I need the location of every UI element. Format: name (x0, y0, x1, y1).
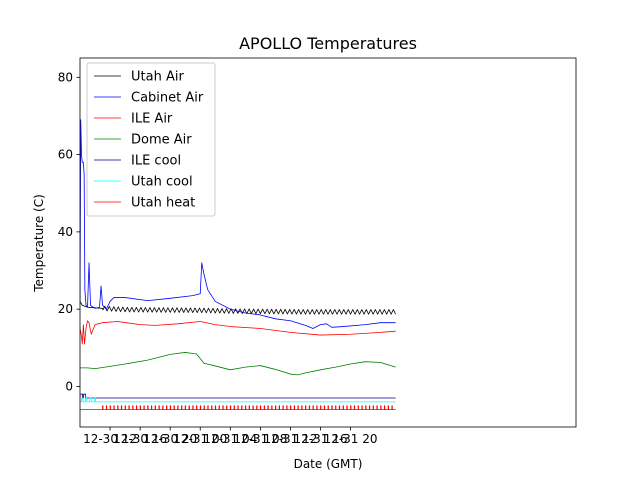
series-line-utah-heat (80, 405, 396, 411)
x-tick-label: 12-30 12 (83, 432, 137, 446)
x-tick-label: 12-31 04 (203, 432, 257, 446)
x-tick-label: 12-31 16 (294, 432, 348, 446)
x-tick-label: 12-30 16 (113, 432, 167, 446)
legend-box (86, 62, 216, 217)
y-tick-label: 60 (58, 148, 73, 162)
legend-label-ile-air: ILE Air (131, 112, 173, 127)
series-layer (80, 119, 396, 411)
legend-label-utah-air: Utah Air (131, 70, 184, 85)
series-line-ile-air (80, 320, 396, 345)
plot-frame (79, 57, 577, 428)
legend-label-dome-air: Dome Air (131, 133, 192, 148)
legend-label-cabinet-air: Cabinet Air (131, 91, 204, 106)
legend: Utah Air Cabinet Air ILE Air Dome Air ILE co… (86, 62, 216, 217)
legend-label-utah-heat: Utah heat (131, 196, 195, 211)
y-tick-label: 40 (58, 225, 73, 239)
x-tick-label: 12-31 12 (263, 432, 317, 446)
x-tick-label: 12-31 00 (173, 432, 227, 446)
x-tick-label: 12-31 08 (233, 432, 287, 446)
legend-label-ile-cool: ILE cool (131, 154, 181, 169)
series-line-dome-air (80, 352, 396, 376)
x-tick-label: 12-31 20 (324, 432, 378, 446)
series-line-utah-cool (80, 397, 396, 403)
x-tick-label: 12-30 20 (143, 432, 197, 446)
legend-label-utah-cool: Utah cool (131, 175, 193, 190)
series-line-utah-air (80, 301, 396, 315)
y-tick-label: 80 (58, 70, 73, 84)
x-axis-label: Date (GMT) (294, 457, 363, 471)
y-tick-label: 20 (58, 302, 73, 316)
chart-title: APOLLO Temperatures (239, 34, 417, 53)
y-axis-label: Temperature (C) (32, 194, 46, 293)
series-line-cabinet-air (80, 119, 396, 329)
y-tick-label: 0 (65, 379, 73, 393)
